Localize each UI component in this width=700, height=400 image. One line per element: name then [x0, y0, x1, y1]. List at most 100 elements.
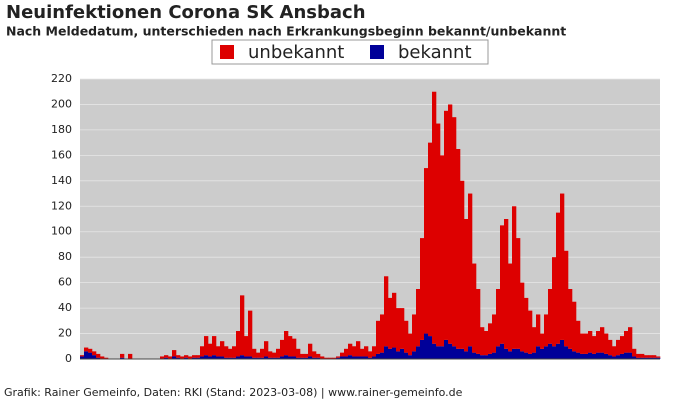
bar-segment [512, 348, 517, 359]
y-tick-label: 200 [51, 97, 72, 110]
bar-segment [536, 314, 541, 347]
bar-segment [596, 352, 601, 359]
bar-segment [280, 356, 285, 359]
bar-segment [468, 193, 473, 347]
bar-segment [360, 348, 365, 357]
bar-segment [592, 353, 597, 359]
bar-segment [612, 346, 617, 357]
bar-segment [356, 356, 361, 359]
bar-segment [400, 308, 405, 349]
bar-segment [256, 357, 261, 359]
bar-segment [264, 341, 269, 357]
bar-segment [316, 357, 321, 359]
bar-segment [644, 355, 649, 358]
bar-segment [624, 352, 629, 359]
bar-segment [584, 353, 589, 359]
bar-segment [388, 297, 393, 349]
bar-segment [240, 355, 245, 359]
bar-segment [620, 336, 625, 354]
bar-segment [160, 356, 165, 359]
bar-segment [464, 351, 469, 359]
bar-segment [584, 333, 589, 354]
bar-segment [184, 357, 189, 359]
bar-segment [460, 180, 465, 349]
bar-segment [272, 352, 277, 358]
bar-segment [504, 219, 509, 349]
bar-segment [568, 289, 573, 349]
bar-segment [564, 346, 569, 359]
bar-segment [500, 343, 505, 359]
bar-segment [644, 357, 649, 359]
bar-segment [624, 331, 629, 353]
bar-segment [460, 348, 465, 359]
bar-segment [196, 355, 201, 358]
bar-segment [120, 353, 125, 358]
bar-segment [248, 310, 253, 357]
bar-segment [372, 346, 377, 357]
bar-segment [284, 331, 289, 356]
bar-segment [300, 357, 305, 359]
bar-segment [340, 352, 345, 357]
bar-segment [656, 356, 661, 358]
bar-segment [472, 263, 477, 353]
bar-segment [452, 346, 457, 359]
bar-segment [220, 341, 225, 357]
bar-segment [360, 356, 365, 359]
bar-segment [508, 351, 513, 359]
footer: Grafik: Rainer Gemeinfo, Daten: RKI (Sta… [4, 386, 463, 399]
bar-segment [84, 351, 89, 359]
bar-segment [516, 238, 521, 349]
bar-segment [308, 343, 313, 357]
bar-segment [560, 193, 565, 340]
bar-segment [376, 320, 381, 354]
bar-segment [608, 355, 613, 359]
bar-segment [652, 357, 657, 359]
bar-segment [464, 219, 469, 352]
bar-segment [432, 343, 437, 359]
bar-segment [248, 356, 253, 359]
bar-segment [516, 348, 521, 359]
bar-segment [552, 257, 557, 347]
bar-segment [576, 352, 581, 359]
bar-segment [632, 348, 637, 357]
y-tick-label: 80 [58, 250, 72, 263]
bar-segment [488, 323, 493, 354]
bar-segment [200, 346, 205, 357]
bar-segment [372, 356, 377, 359]
bar-segment [164, 355, 169, 358]
y-tick-label: 60 [58, 276, 72, 289]
y-tick-label: 40 [58, 301, 72, 314]
bar-segment [96, 357, 101, 359]
bar-segment [444, 110, 449, 340]
bar-segment [296, 357, 301, 359]
bar-segment [592, 336, 597, 354]
bar-segment [168, 356, 173, 359]
bar-segment [184, 355, 189, 358]
bar-segment [280, 339, 285, 357]
bar-segment [544, 314, 549, 347]
bar-segment [532, 327, 537, 353]
bar-segment [468, 346, 473, 359]
bar-segment [620, 353, 625, 359]
bar-segment [212, 355, 217, 359]
bar-segment [520, 351, 525, 359]
bar-segment [232, 357, 237, 359]
bar-segment [380, 352, 385, 359]
bar-segment [216, 346, 221, 357]
y-tick-label: 0 [65, 352, 72, 365]
bar-segment [600, 327, 605, 353]
bar-segment [100, 356, 105, 359]
bar-segment [380, 314, 385, 353]
bar-segment [484, 355, 489, 359]
bar-segment [332, 357, 337, 359]
bar-segment [336, 356, 341, 358]
bar-segment [348, 355, 353, 359]
bar-segment [476, 289, 481, 354]
bar-segment [528, 353, 533, 359]
bar-segment [580, 333, 585, 354]
bar-segment [352, 346, 357, 357]
bar-segment [208, 343, 213, 357]
bar-segment [520, 282, 525, 352]
bar-segment [540, 333, 545, 349]
